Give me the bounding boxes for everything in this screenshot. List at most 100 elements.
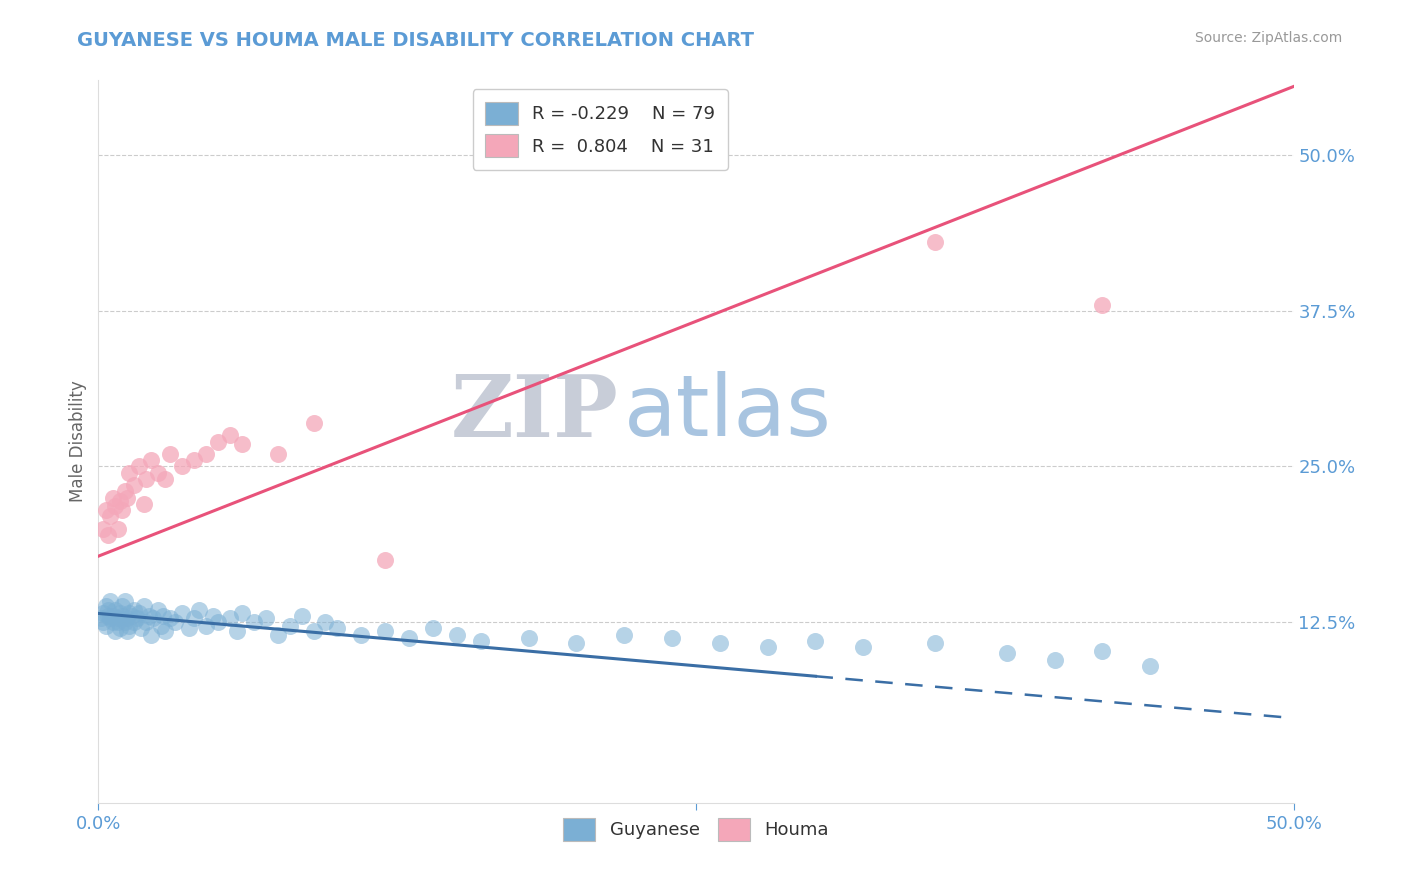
Point bbox=[139, 627, 162, 641]
Point bbox=[179, 621, 201, 635]
Point bbox=[138, 609, 160, 624]
Point bbox=[128, 607, 150, 621]
Point bbox=[114, 484, 136, 499]
Point bbox=[118, 466, 141, 480]
Point bbox=[107, 522, 129, 536]
Point bbox=[231, 437, 253, 451]
Point bbox=[226, 624, 249, 638]
Point bbox=[115, 491, 138, 505]
Point bbox=[995, 646, 1018, 660]
Point bbox=[115, 624, 138, 638]
Point bbox=[207, 434, 229, 449]
Point bbox=[94, 503, 117, 517]
Point bbox=[108, 607, 131, 621]
Point bbox=[187, 603, 209, 617]
Point bbox=[108, 621, 131, 635]
Point bbox=[302, 624, 325, 638]
Point bbox=[121, 609, 143, 624]
Point bbox=[97, 528, 120, 542]
Text: Source: ZipAtlas.com: Source: ZipAtlas.com bbox=[1195, 31, 1343, 45]
Legend: Guyanese, Houma: Guyanese, Houma bbox=[555, 810, 837, 848]
Point bbox=[104, 603, 127, 617]
Point bbox=[155, 472, 177, 486]
Point bbox=[139, 453, 162, 467]
Point bbox=[135, 615, 157, 630]
Point bbox=[924, 636, 946, 650]
Point bbox=[195, 619, 218, 633]
Point bbox=[231, 607, 253, 621]
Point bbox=[613, 627, 636, 641]
Point bbox=[131, 621, 153, 635]
Point bbox=[142, 611, 165, 625]
Point bbox=[94, 619, 117, 633]
Point bbox=[111, 599, 134, 613]
Point bbox=[91, 607, 114, 621]
Point bbox=[924, 235, 946, 250]
Point bbox=[115, 611, 138, 625]
Point bbox=[254, 611, 277, 625]
Point bbox=[219, 611, 242, 625]
Point bbox=[661, 632, 683, 646]
Point bbox=[97, 609, 120, 624]
Point bbox=[326, 621, 349, 635]
Point bbox=[207, 615, 229, 630]
Point bbox=[118, 619, 141, 633]
Point bbox=[565, 636, 588, 650]
Point bbox=[470, 633, 492, 648]
Point bbox=[219, 428, 242, 442]
Point bbox=[94, 599, 117, 613]
Point bbox=[108, 494, 131, 508]
Point bbox=[1043, 652, 1066, 666]
Point bbox=[267, 447, 290, 461]
Point bbox=[148, 603, 170, 617]
Y-axis label: Male Disability: Male Disability bbox=[69, 381, 87, 502]
Point bbox=[1091, 297, 1114, 311]
Point bbox=[756, 640, 779, 654]
Text: ZIP: ZIP bbox=[450, 371, 619, 455]
Point bbox=[104, 500, 127, 514]
Point bbox=[315, 615, 337, 630]
Point bbox=[350, 627, 373, 641]
Point bbox=[183, 453, 205, 467]
Point bbox=[804, 633, 827, 648]
Point bbox=[148, 466, 170, 480]
Point bbox=[125, 611, 148, 625]
Point bbox=[132, 599, 155, 613]
Point bbox=[172, 607, 194, 621]
Point bbox=[374, 553, 396, 567]
Point bbox=[91, 615, 114, 630]
Point bbox=[517, 632, 540, 646]
Point bbox=[243, 615, 266, 630]
Point bbox=[159, 447, 181, 461]
Point bbox=[446, 627, 468, 641]
Point bbox=[107, 615, 129, 630]
Point bbox=[98, 594, 122, 608]
Point bbox=[709, 636, 731, 650]
Point bbox=[91, 522, 114, 536]
Point bbox=[1139, 658, 1161, 673]
Point bbox=[278, 619, 301, 633]
Point bbox=[97, 603, 120, 617]
Point bbox=[104, 624, 127, 638]
Point bbox=[149, 619, 172, 633]
Point bbox=[132, 497, 155, 511]
Point bbox=[398, 632, 420, 646]
Point bbox=[202, 609, 225, 624]
Point bbox=[111, 503, 134, 517]
Point bbox=[118, 607, 141, 621]
Point bbox=[90, 611, 112, 625]
Point bbox=[111, 609, 134, 624]
Point bbox=[291, 609, 314, 624]
Point bbox=[98, 611, 122, 625]
Point bbox=[124, 603, 146, 617]
Point bbox=[155, 624, 177, 638]
Point bbox=[1091, 644, 1114, 658]
Point bbox=[302, 416, 325, 430]
Point bbox=[183, 611, 205, 625]
Point bbox=[128, 459, 150, 474]
Point bbox=[124, 615, 146, 630]
Point bbox=[172, 459, 194, 474]
Point bbox=[124, 478, 146, 492]
Point bbox=[98, 509, 122, 524]
Point bbox=[852, 640, 875, 654]
